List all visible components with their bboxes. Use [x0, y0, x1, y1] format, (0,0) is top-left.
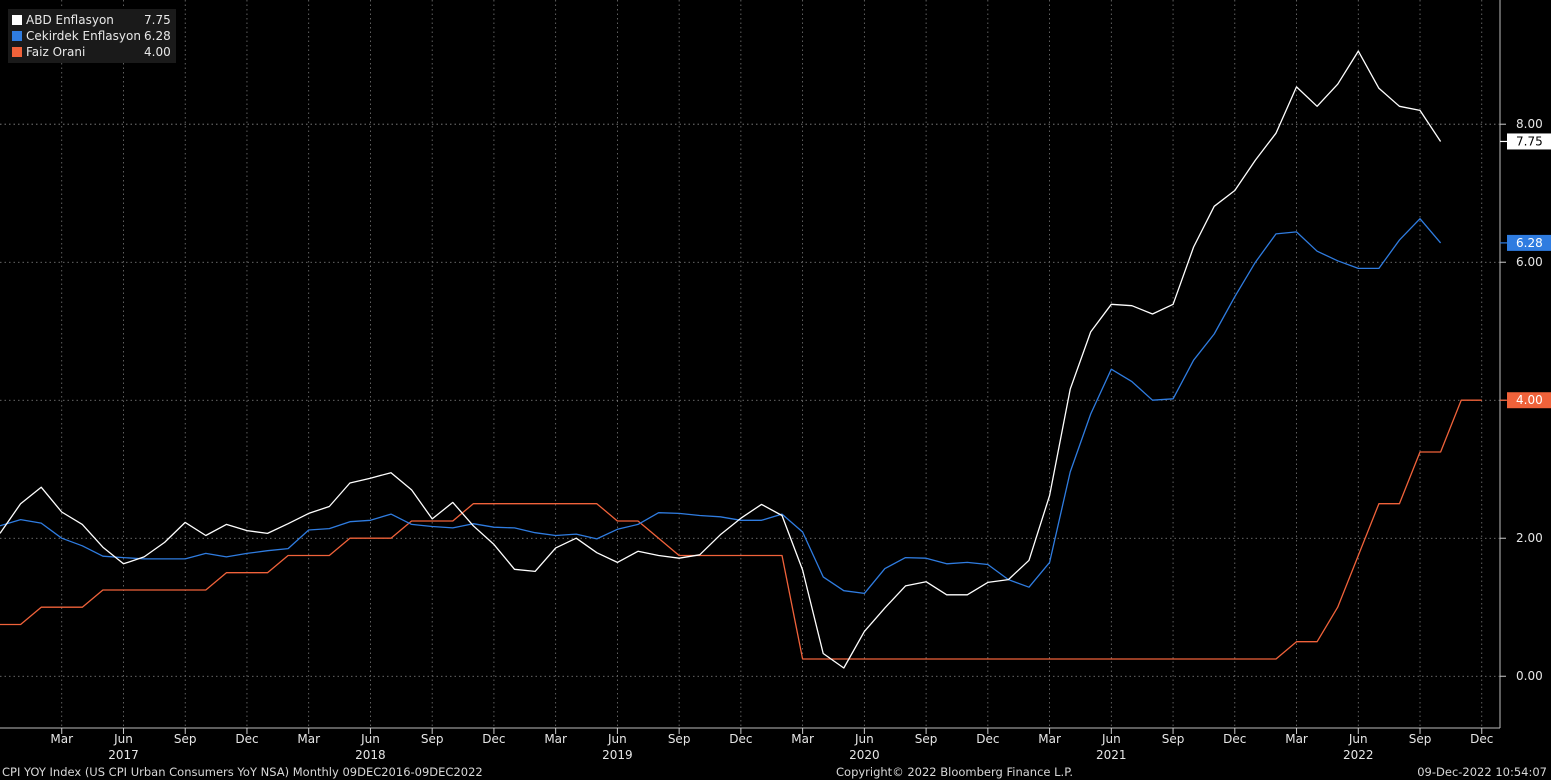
y-tick-label: 6.00 [1516, 255, 1543, 269]
legend: ABD Enflasyon 7.75 Cekirdek Enflasyon 6.… [8, 9, 176, 63]
last-value-badge [1507, 392, 1551, 409]
legend-item-abd-enflasyon[interactable]: ABD Enflasyon 7.75 [12, 12, 171, 28]
last-value-label: 4.00 [1516, 393, 1543, 407]
footer-timestamp: 09-Dec-2022 10:54:07 [1417, 765, 1547, 779]
x-tick-label: Mar [50, 732, 73, 746]
x-tick-label: Jun [360, 732, 380, 746]
footer-source: CPI YOY Index (US CPI Urban Consumers Yo… [2, 765, 483, 779]
x-tick-label: Mar [297, 732, 320, 746]
x-year-label: 2022 [1343, 748, 1374, 762]
legend-value: 4.00 [144, 45, 171, 59]
x-tick-label: Jun [113, 732, 133, 746]
legend-item-faiz-orani[interactable]: Faiz Orani 4.00 [12, 44, 171, 60]
x-year-label: 2021 [1096, 748, 1127, 762]
legend-swatch [12, 31, 22, 41]
series-line-cekirdek-enflasyon [0, 218, 1442, 595]
x-tick-label: Mar [1285, 732, 1308, 746]
legend-value: 6.28 [144, 29, 171, 43]
x-tick-label: Jun [854, 732, 874, 746]
series-line-abd-enflasyon [0, 50, 1442, 669]
x-year-label: 2017 [108, 748, 139, 762]
legend-label: Cekirdek Enflasyon [26, 29, 141, 43]
x-tick-label: Sep [1162, 732, 1185, 746]
legend-label: Faiz Orani [26, 45, 86, 59]
legend-label: ABD Enflasyon [26, 13, 114, 27]
y-tick-label: 8.00 [1516, 117, 1543, 131]
last-value-label: 6.28 [1516, 236, 1543, 250]
x-tick-label: Dec [1470, 732, 1493, 746]
x-tick-label: Mar [544, 732, 567, 746]
x-tick-label: Sep [668, 732, 691, 746]
last-value-label: 7.75 [1516, 134, 1543, 148]
series-line-faiz-orani [0, 399, 1482, 660]
last-value-badge [1507, 234, 1551, 251]
footer-copyright: Copyright© 2022 Bloomberg Finance L.P. [836, 765, 1073, 779]
y-tick-label: 2.00 [1516, 531, 1543, 545]
x-tick-label: Sep [1409, 732, 1432, 746]
x-tick-label: Dec [482, 732, 505, 746]
x-year-label: 2020 [849, 748, 880, 762]
last-value-badge [1507, 133, 1551, 150]
y-tick-label: 0.00 [1516, 669, 1543, 683]
x-tick-label: Jun [1101, 732, 1121, 746]
x-tick-label: Jun [1348, 732, 1368, 746]
x-year-label: 2019 [602, 748, 633, 762]
x-tick-label: Dec [729, 732, 752, 746]
footer: CPI YOY Index (US CPI Urban Consumers Yo… [0, 762, 1551, 780]
x-tick-label: Dec [1223, 732, 1246, 746]
x-year-label: 2018 [355, 748, 386, 762]
x-tick-label: Dec [976, 732, 999, 746]
x-tick-label: Mar [1038, 732, 1061, 746]
x-tick-label: Sep [421, 732, 444, 746]
x-tick-label: Dec [235, 732, 258, 746]
x-tick-label: Sep [915, 732, 938, 746]
chart: 0.00 2.00 4.00 6.00 8.00 Mar Jun Sep Dec Mar Jun Se… [0, 0, 1551, 762]
x-tick-label: Jun [607, 732, 627, 746]
x-tick-label: Mar [791, 732, 814, 746]
legend-value: 7.75 [144, 13, 171, 27]
x-tick-label: Sep [174, 732, 197, 746]
legend-swatch [12, 15, 22, 25]
legend-item-cekirdek-enflasyon[interactable]: Cekirdek Enflasyon 6.28 [12, 28, 171, 44]
legend-swatch [12, 47, 22, 57]
